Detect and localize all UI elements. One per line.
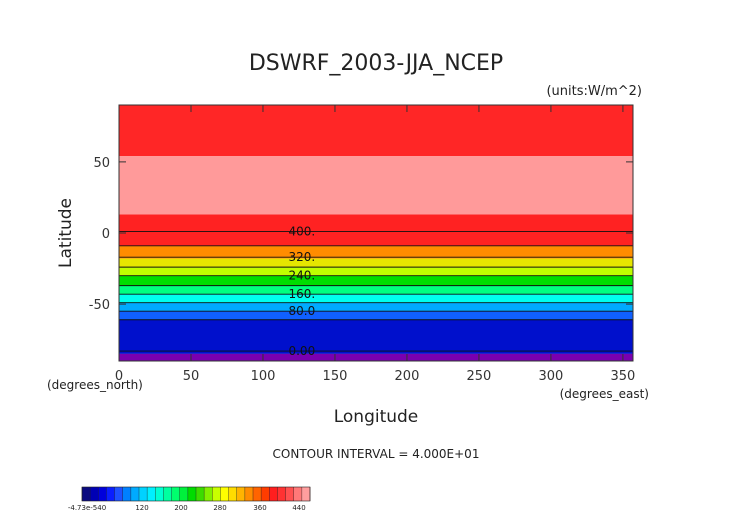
y-axis-title: Latitude: [56, 198, 76, 268]
latitude-band: [119, 302, 633, 312]
latitude-band: [119, 231, 633, 246]
colorbar-label: -4.73e-540: [68, 504, 106, 512]
colorbar-swatch: [139, 487, 148, 501]
latitude-band: [119, 245, 633, 259]
y-tick-label: -50: [89, 298, 110, 313]
colorbar-swatch: [171, 487, 181, 501]
contour-interval-text: CONTOUR INTERVAL = 4.000E+01: [273, 447, 480, 461]
x-axis: 0 50 100 150 200 250 300 350: [115, 105, 635, 384]
colorbar-swatch: [82, 487, 91, 501]
latitude-band: [119, 319, 633, 354]
colorbar-swatch: [293, 487, 303, 501]
colorbar-label: 120: [135, 504, 148, 512]
colorbar-swatch: [236, 487, 246, 501]
colorbar-swatch: [277, 487, 286, 501]
latitude-band: [119, 311, 633, 320]
latitude-band: [119, 275, 633, 286]
colorbar-swatch: [228, 487, 238, 501]
contour-lines: 400. 320. 240. 160. 80.0 0.00: [119, 225, 633, 358]
y-tick-label: 50: [93, 156, 110, 171]
contour-label: 240.: [288, 269, 315, 283]
latitude-band: [119, 353, 633, 361]
colorbar-label: 200: [174, 504, 187, 512]
colorbar-swatch: [269, 487, 278, 501]
latitude-band: [119, 214, 633, 232]
latitude-band: [119, 294, 633, 303]
colorbar-swatch: [285, 487, 295, 501]
colorbar-label: 280: [213, 504, 226, 512]
contour-label: 320.: [288, 250, 315, 264]
x-tick-label: 50: [183, 369, 200, 384]
colorbar-swatch: [90, 487, 99, 501]
colorbar-swatch: [220, 487, 229, 501]
latitude-band: [119, 285, 633, 295]
colorbar-swatch: [244, 487, 254, 501]
colorbar-swatch: [196, 487, 205, 501]
x-tick-label: 350: [611, 369, 636, 384]
x-tick-label: 250: [467, 369, 492, 384]
x-tick-label: 300: [539, 369, 564, 384]
colorbar-swatch: [179, 487, 189, 501]
colorbar-frame: [81, 486, 311, 502]
colorbar-swatch: [106, 487, 115, 501]
colorbar: -4.73e-540 120 200 280 360 440: [68, 486, 311, 512]
colorbar-label: 440: [292, 504, 305, 512]
colorbar-swatch: [212, 487, 221, 501]
colorbar-swatch: [122, 487, 132, 501]
chart-title: DSWRF_2003-JJA_NCEP: [249, 51, 503, 76]
contour-label: 80.0: [288, 304, 315, 318]
x-tick-label: 150: [323, 369, 348, 384]
colorbar-swatch: [187, 487, 197, 501]
colorbar-swatch: [130, 487, 140, 501]
plot-bands: [119, 105, 633, 361]
x-tick-label: 200: [395, 369, 420, 384]
latitude-band: [119, 258, 633, 268]
latitude-band: [119, 267, 633, 276]
y-units-label: (degrees_north): [47, 378, 143, 392]
colorbar-swatch: [155, 487, 164, 501]
colorbar-swatch: [147, 487, 156, 501]
x-units-label: (degrees_east): [560, 387, 649, 401]
y-tick-label: 0: [102, 227, 110, 242]
x-axis-title: Longitude: [334, 407, 419, 427]
colorbar-swatch: [98, 487, 107, 501]
colorbar-swatch: [114, 487, 124, 501]
colorbar-swatch: [261, 487, 270, 501]
latitude-band: [119, 156, 633, 215]
colorbar-swatch: [253, 487, 262, 501]
colorbar-swatch: [204, 487, 213, 501]
latitude-band: [119, 105, 633, 157]
y-axis: 50 0 -50: [89, 156, 633, 313]
contour-label: 0.00: [288, 344, 315, 358]
colorbar-swatch: [301, 487, 311, 501]
contour-label: 400.: [288, 225, 315, 239]
units-label: (units:W/m^2): [546, 84, 642, 99]
contour-label: 160.: [288, 287, 315, 301]
colorbar-label: 360: [253, 504, 266, 512]
x-tick-label: 100: [251, 369, 276, 384]
colorbar-swatch: [163, 487, 172, 501]
x-tick-label: 0: [115, 369, 123, 384]
